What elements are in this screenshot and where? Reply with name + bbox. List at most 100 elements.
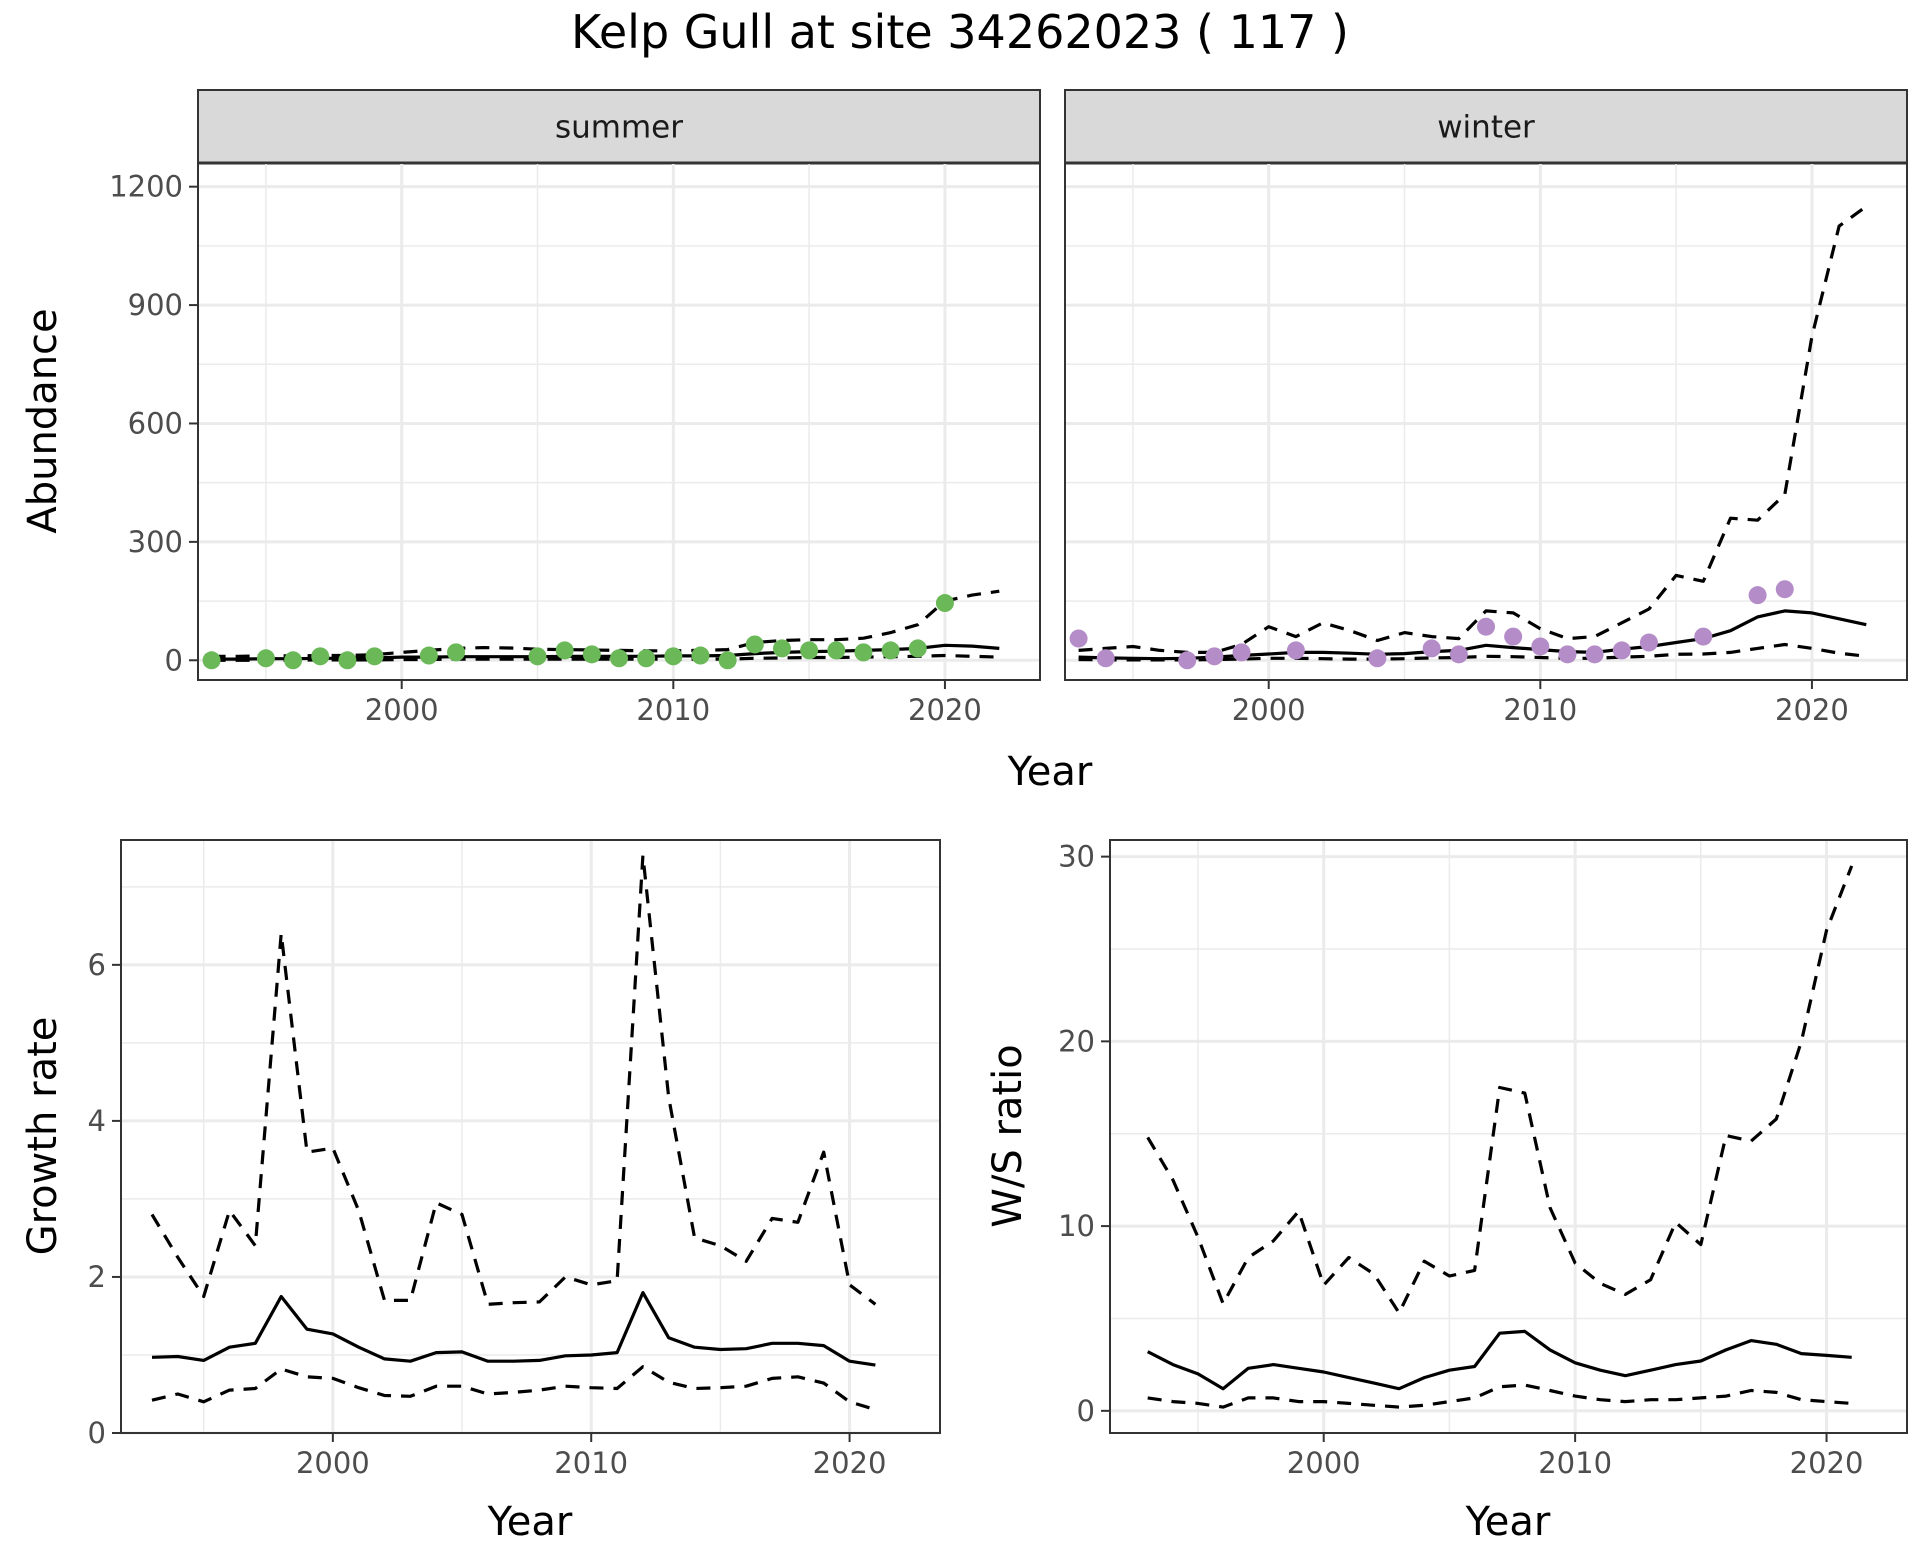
data-point	[1585, 645, 1604, 664]
y-axis-title: Growth rate	[20, 1017, 66, 1256]
data-point	[1558, 645, 1577, 664]
data-point	[582, 645, 601, 664]
y-tick-label: 0	[1077, 1394, 1095, 1428]
y-axis-title: W/S ratio	[985, 1044, 1031, 1227]
panel-border	[1109, 839, 1908, 1434]
x-axis-title: Year	[1465, 1499, 1551, 1545]
y-tick-label: 1200	[109, 170, 183, 204]
x-tick-label: 2010	[1503, 693, 1577, 727]
series-line-interval	[150, 853, 877, 1306]
series-group	[202, 589, 1000, 670]
y-tick-label: 600	[128, 406, 183, 440]
y-tick-label: 6	[88, 948, 106, 982]
facet-strip	[1064, 89, 1908, 164]
data-point	[256, 649, 275, 668]
data-point	[1639, 633, 1658, 652]
y-tick-label: 20	[1058, 1024, 1095, 1058]
data-point	[1205, 647, 1224, 666]
facet-label: summer	[555, 110, 683, 146]
chart-title: Kelp Gull at site 34262023 ( 117 )	[571, 5, 1349, 59]
data-point	[1422, 639, 1441, 658]
series-group	[1146, 865, 1854, 1409]
data-point	[800, 641, 819, 660]
x-tick-label: 2020	[908, 693, 982, 727]
data-point	[854, 643, 873, 662]
series-line-mean	[1146, 1329, 1852, 1391]
data-point	[1069, 629, 1088, 648]
gridlines	[198, 163, 1040, 680]
y-tick-label: 0	[88, 1416, 106, 1450]
y-tick-label: 0	[165, 643, 183, 677]
data-point	[1748, 586, 1767, 605]
data-point	[745, 635, 764, 654]
data-point	[365, 647, 384, 666]
data-point	[935, 594, 954, 613]
data-point	[338, 651, 357, 670]
data-point	[1368, 649, 1387, 668]
data-point	[1477, 617, 1495, 636]
x-tick-label: 2010	[1538, 1446, 1612, 1480]
data-point	[881, 641, 900, 660]
data-point	[419, 646, 438, 665]
x-tick-label: 2010	[636, 693, 710, 727]
data-point	[1096, 649, 1115, 668]
y-tick-label: 30	[1058, 840, 1095, 874]
data-point	[528, 647, 547, 666]
x-tick-label: 2000	[1232, 693, 1306, 727]
data-point	[637, 649, 656, 668]
data-point	[1612, 641, 1631, 660]
panel-border	[1064, 162, 1908, 681]
x-tick-label: 2000	[1287, 1446, 1361, 1480]
panel-3: 0 2 4 6 2000 2010 2020 Year Growth rate	[20, 839, 941, 1545]
data-point	[772, 639, 791, 658]
panel-2: winter 2000 2010 2020 Year	[1007, 89, 1908, 795]
x-tick-label: 2020	[1775, 693, 1849, 727]
x-axis-title: Year	[1007, 749, 1093, 795]
data-point	[691, 646, 710, 665]
facet-strip	[197, 89, 1041, 164]
data-point	[447, 643, 466, 662]
y-axis-title: Abundance	[20, 308, 66, 533]
data-point	[1178, 651, 1197, 670]
panel-4: 0 10 20 30 2000 2010 2020 Year W/S ratio	[985, 839, 1908, 1545]
y-tick-label: 10	[1058, 1209, 1095, 1243]
data-point	[1504, 627, 1523, 646]
data-point	[1775, 580, 1794, 599]
data-point	[908, 639, 927, 658]
series-line-mean	[151, 1290, 876, 1367]
data-point	[610, 649, 628, 668]
data-point	[1449, 645, 1468, 664]
x-tick-label: 2020	[813, 1446, 887, 1480]
gridlines	[1110, 840, 1907, 1433]
x-axis-title: Year	[487, 1499, 573, 1545]
facet-label: winter	[1437, 110, 1535, 146]
data-point	[664, 647, 683, 666]
data-point	[718, 651, 737, 670]
panel-border	[120, 839, 941, 1434]
data-point	[311, 647, 330, 666]
x-tick-label: 2020	[1790, 1446, 1864, 1480]
panel-border	[197, 162, 1041, 681]
data-point	[555, 641, 574, 660]
gridlines	[1065, 163, 1907, 680]
series-line-interval	[1146, 865, 1854, 1315]
series-line-interval	[151, 1365, 876, 1412]
panel-1: summer 0 300 600 900 1200 2000 2010 2020 Abundanc…	[20, 89, 1041, 727]
data-point	[1232, 643, 1251, 662]
data-point	[1531, 637, 1550, 656]
y-tick-label: 900	[128, 288, 183, 322]
data-point	[1286, 641, 1305, 660]
data-point	[284, 651, 303, 670]
data-point	[202, 651, 221, 670]
x-tick-label: 2010	[554, 1446, 628, 1480]
data-point	[827, 641, 846, 660]
y-tick-label: 300	[128, 525, 183, 559]
series-group	[150, 853, 877, 1412]
x-tick-label: 2000	[296, 1446, 370, 1480]
series-group	[1069, 205, 1868, 670]
y-tick-label: 2	[88, 1260, 106, 1294]
data-point	[1694, 627, 1713, 646]
